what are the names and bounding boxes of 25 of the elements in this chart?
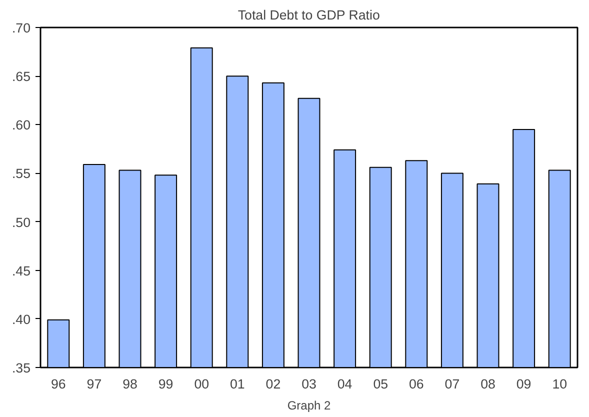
x-tick-label: 99	[158, 376, 174, 392]
y-tick-label: .50	[12, 214, 31, 230]
caption: Graph 2	[287, 398, 332, 412]
x-tick-label: 09	[516, 376, 532, 392]
y-tick-label: .35	[12, 360, 31, 376]
x-tick-label: 06	[408, 376, 424, 392]
x-tick-label: 03	[302, 376, 316, 392]
y-tick-label: .70	[12, 20, 31, 36]
x-tick-label: 02	[266, 376, 281, 392]
y-tick-label: .65	[12, 69, 31, 84]
x-tick-label: 97	[86, 376, 102, 392]
y-tick-label: .40	[12, 312, 31, 327]
y-tick-label: .45	[12, 263, 31, 278]
x-tick-label: 01	[230, 376, 245, 392]
x-tick-label: 07	[444, 376, 460, 392]
x-tick-label: 10	[552, 376, 568, 392]
y-tick-label: .60	[12, 118, 31, 133]
x-tick-label: 98	[122, 376, 138, 392]
x-tick-label: 96	[50, 376, 66, 392]
x-tick-label: 05	[373, 376, 388, 392]
x-tick-label: 08	[480, 376, 496, 392]
x-tick-label: 00	[194, 376, 210, 392]
y-tick-label: .55	[12, 166, 31, 182]
x-tick-label: 04	[337, 376, 353, 392]
chart-title: Total Debt to GDP Ratio	[238, 8, 380, 22]
